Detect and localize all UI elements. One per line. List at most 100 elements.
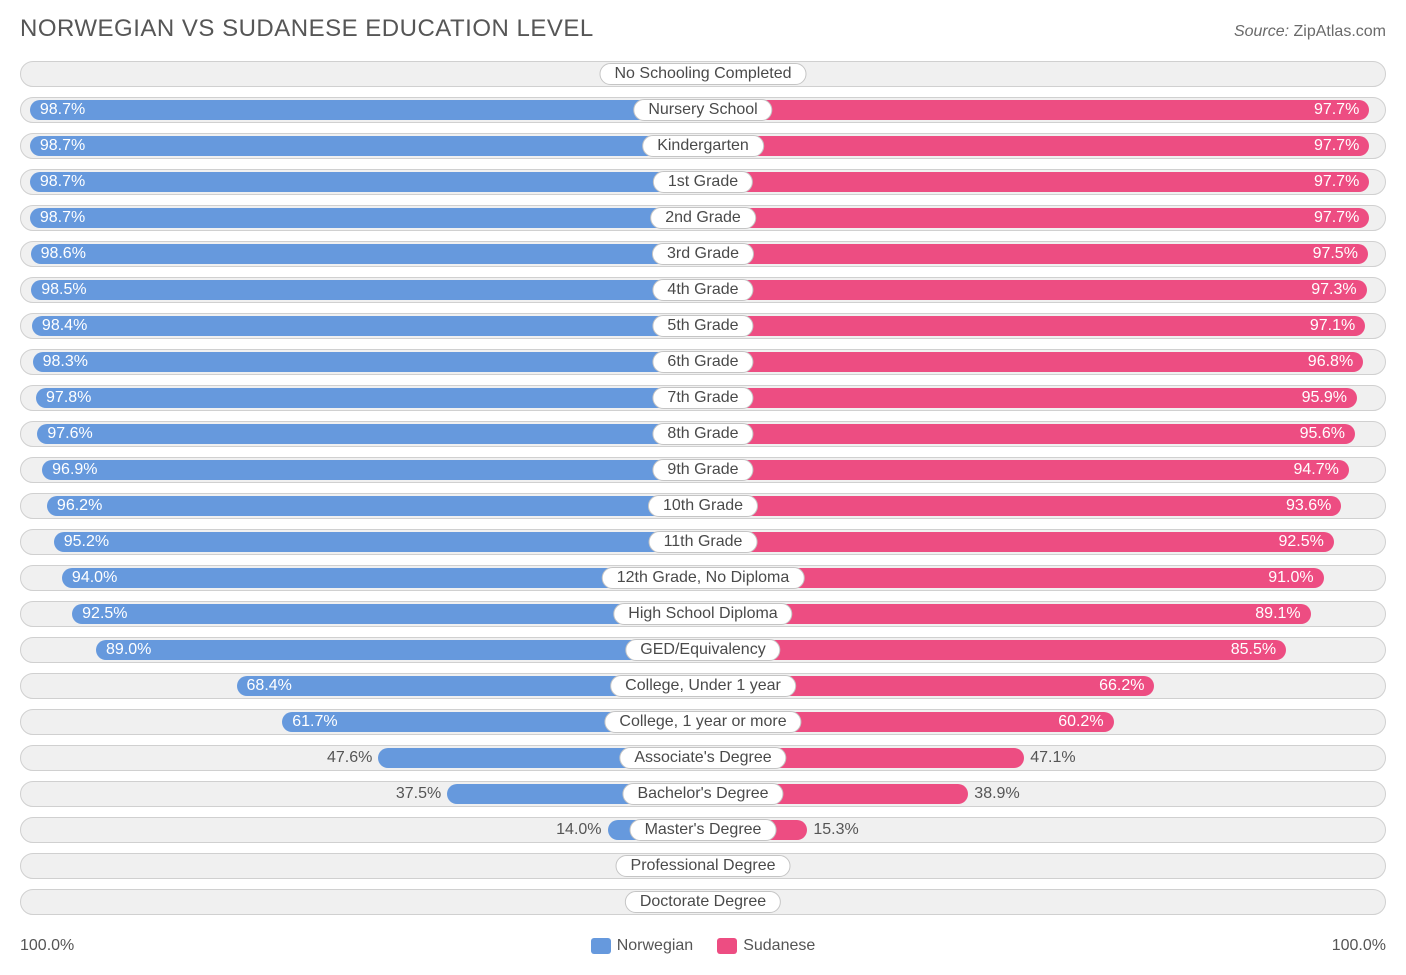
category-label: 12th Grade, No Diploma — [602, 567, 805, 589]
chart-row: 1.3%2.3%No Schooling Completed — [20, 61, 1386, 87]
bar-left: 98.7% — [30, 136, 703, 156]
category-label: 11th Grade — [649, 531, 758, 553]
bar-left: 92.5% — [72, 604, 703, 624]
category-label: College, Under 1 year — [610, 675, 796, 697]
value-left: 98.7% — [30, 209, 95, 227]
value-left: 98.6% — [31, 245, 96, 263]
chart-row: 98.7% 97.7%Kindergarten — [20, 133, 1386, 159]
category-label: Bachelor's Degree — [622, 783, 783, 805]
bar-half-right: 38.9% — [703, 782, 1385, 806]
category-label: 5th Grade — [652, 315, 753, 337]
value-right: 60.2% — [1048, 713, 1113, 731]
value-right: 66.2% — [1089, 677, 1154, 695]
category-label: GED/Equivalency — [625, 639, 780, 661]
value-left: 98.7% — [30, 101, 95, 119]
value-left: 95.2% — [54, 533, 119, 551]
bar-half-left: 98.3% — [21, 350, 703, 374]
value-left: 98.7% — [30, 137, 95, 155]
chart-title: NORWEGIAN VS SUDANESE EDUCATION LEVEL — [20, 15, 594, 43]
bar-right: 94.7% — [703, 460, 1349, 480]
value-left: 96.2% — [47, 497, 112, 515]
bar-left: 95.2% — [54, 532, 703, 552]
value-right: 89.1% — [1245, 605, 1310, 623]
bar-right: 97.7% — [703, 172, 1369, 192]
bar-half-right: 95.6% — [703, 422, 1385, 446]
category-label: 10th Grade — [648, 495, 758, 517]
bar-half-right: 2.1% — [703, 890, 1385, 914]
chart-row: 1.8%2.1%Doctorate Degree — [20, 889, 1386, 915]
value-right: 97.7% — [1304, 173, 1369, 191]
value-right: 92.5% — [1268, 533, 1333, 551]
bar-left: 98.7% — [30, 208, 703, 228]
category-label: High School Diploma — [613, 603, 792, 625]
bar-half-right: 97.1% — [703, 314, 1385, 338]
value-left: 97.8% — [36, 389, 101, 407]
value-left: 98.4% — [32, 317, 97, 335]
category-label: 7th Grade — [652, 387, 753, 409]
category-label: 3rd Grade — [652, 243, 754, 265]
bar-left: 97.6% — [37, 424, 703, 444]
bar-right: 97.5% — [703, 244, 1368, 264]
bar-half-right: 97.7% — [703, 206, 1385, 230]
bar-right: 97.7% — [703, 208, 1369, 228]
legend-item-left: Norwegian — [591, 937, 693, 955]
category-label: Doctorate Degree — [625, 891, 781, 913]
chart-row: 98.7%97.7%2nd Grade — [20, 205, 1386, 231]
bar-left: 96.2% — [47, 496, 703, 516]
value-right: 85.5% — [1221, 641, 1286, 659]
chart-header: NORWEGIAN VS SUDANESE EDUCATION LEVEL So… — [20, 15, 1386, 43]
bar-right: 97.1% — [703, 316, 1365, 336]
bar-half-right: 97.7% — [703, 98, 1385, 122]
bar-half-left: 1.8% — [21, 890, 703, 914]
category-label: College, 1 year or more — [604, 711, 801, 733]
legend-swatch-left — [591, 938, 611, 954]
category-label: Nursery School — [633, 99, 772, 121]
bar-left: 98.7% — [30, 172, 703, 192]
chart-row: 89.0%85.5%GED/Equivalency — [20, 637, 1386, 663]
category-label: 9th Grade — [652, 459, 753, 481]
category-label: 6th Grade — [652, 351, 753, 373]
bar-half-right: 89.1% — [703, 602, 1385, 626]
bar-right: 97.3% — [703, 280, 1367, 300]
bar-right: 89.1% — [703, 604, 1311, 624]
bar-left: 96.9% — [42, 460, 703, 480]
bar-half-left: 98.7% — [21, 206, 703, 230]
value-left: 47.6% — [327, 749, 372, 767]
value-right: 97.5% — [1303, 245, 1368, 263]
bar-half-right: 15.3% — [703, 818, 1385, 842]
bar-half-right: 97.7% — [703, 134, 1385, 158]
bar-half-left: 14.0% — [21, 818, 703, 842]
chart-row: 98.4% 97.1% 5th Grade — [20, 313, 1386, 339]
legend-swatch-right — [717, 938, 737, 954]
butterfly-chart: 1.3%2.3%No Schooling Completed98.7%97.7%… — [20, 61, 1386, 929]
bar-half-right: 95.9% — [703, 386, 1385, 410]
bar-half-left: 97.8% — [21, 386, 703, 410]
bar-right: 96.8% — [703, 352, 1363, 372]
value-right: 93.6% — [1276, 497, 1341, 515]
chart-row: 61.7%60.2%College, 1 year or more — [20, 709, 1386, 735]
category-label: 8th Grade — [652, 423, 753, 445]
value-left: 68.4% — [237, 677, 302, 695]
source-label: Source: — [1234, 23, 1289, 40]
bar-half-right: 93.6% — [703, 494, 1385, 518]
bar-half-left: 98.4% — [21, 314, 703, 338]
category-label: 4th Grade — [652, 279, 753, 301]
value-right: 97.7% — [1304, 101, 1369, 119]
bar-half-left: 98.7% — [21, 98, 703, 122]
category-label: Professional Degree — [616, 855, 791, 877]
bar-half-left: 92.5% — [21, 602, 703, 626]
category-label: Kindergarten — [642, 135, 764, 157]
chart-row: 95.2% 92.5% 11th Grade — [20, 529, 1386, 555]
value-left: 14.0% — [556, 821, 601, 839]
legend-item-right: Sudanese — [717, 937, 815, 955]
bar-half-left: 97.6% — [21, 422, 703, 446]
value-right: 97.1% — [1300, 317, 1365, 335]
bar-half-left: 96.9% — [21, 458, 703, 482]
value-left: 98.3% — [33, 353, 98, 371]
value-right: 97.3% — [1301, 281, 1366, 299]
bar-right: 95.9% — [703, 388, 1357, 408]
legend-label-left: Norwegian — [617, 937, 693, 955]
legend-label-right: Sudanese — [743, 937, 815, 955]
bar-right: 85.5% — [703, 640, 1286, 660]
category-label: Master's Degree — [630, 819, 777, 841]
